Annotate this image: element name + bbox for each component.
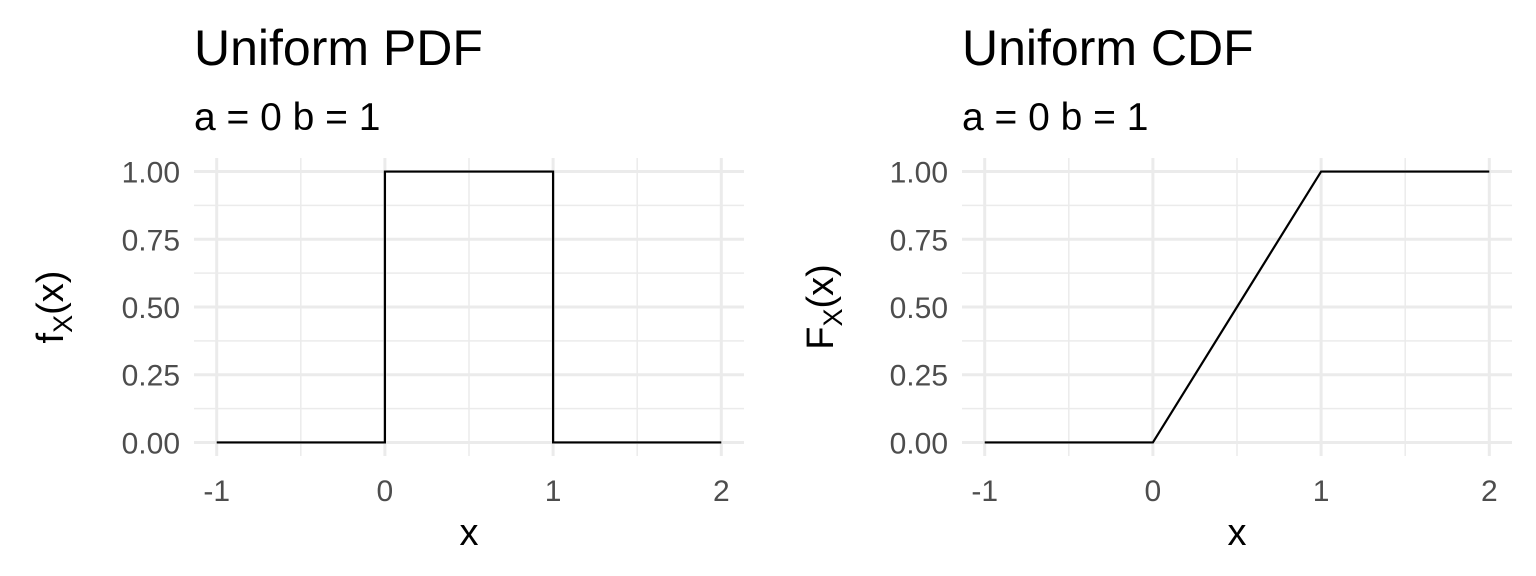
pdf-y-axis-label: fX(x) [30, 271, 78, 344]
pdf-series-line [216, 170, 722, 444]
cdf-subtitle: a = 0 b = 1 [962, 96, 1149, 139]
pdf-y-axis-label-subscript: X [48, 315, 78, 333]
pdf-y-axis-label-rest: (x) [30, 271, 72, 315]
pdf-y-tick-label: 0.00 [122, 427, 180, 460]
cdf-y-tick-labels: 0.00 0.25 0.50 0.75 1.00 [890, 157, 948, 461]
pdf-x-tick-label: 0 [377, 475, 394, 508]
pdf-x-tick-label: 2 [713, 475, 730, 508]
pdf-y-tick-label: 0.75 [122, 224, 180, 257]
pdf-title: Uniform PDF [194, 20, 483, 76]
cdf-title: Uniform CDF [962, 20, 1254, 76]
cdf-x-tick-labels: -1 0 1 2 [971, 475, 1497, 508]
pdf-x-tick-label: -1 [203, 475, 230, 508]
pdf-y-axis-label-main: f [30, 332, 72, 343]
cdf-y-tick-label: 1.00 [890, 157, 948, 190]
cdf-y-axis-label: FX(x) [800, 264, 848, 350]
cdf-x-tick-label: -1 [971, 475, 998, 508]
cdf-y-axis-label-rest: (x) [800, 264, 842, 308]
cdf-x-tick-label: 2 [1481, 475, 1498, 508]
cdf-series [984, 170, 1490, 444]
pdf-x-tick-labels: -1 0 1 2 [203, 475, 729, 508]
pdf-panel: Uniform PDF a = 0 b = 1 0.00 0.25 0.50 0.75… [30, 20, 744, 554]
cdf-y-tick-label: 0.25 [890, 360, 948, 393]
cdf-y-tick-label: 0.00 [890, 427, 948, 460]
cdf-panel: Uniform CDF a = 0 b = 1 0.00 0.25 0.50 0.75… [800, 20, 1512, 554]
cdf-y-axis-label-main: F [800, 327, 842, 350]
cdf-y-tick-label: 0.50 [890, 292, 948, 325]
cdf-y-tick-label: 0.75 [890, 224, 948, 257]
pdf-series [216, 170, 722, 444]
pdf-y-tick-labels: 0.00 0.25 0.50 0.75 1.00 [122, 157, 180, 461]
cdf-x-axis-label: x [1228, 512, 1247, 554]
cdf-series-line [984, 170, 1490, 444]
cdf-y-axis-label-subscript: X [818, 309, 848, 327]
cdf-x-tick-label: 0 [1145, 475, 1162, 508]
pdf-gridlines [194, 158, 744, 456]
pdf-y-tick-label: 0.50 [122, 292, 180, 325]
cdf-x-tick-label: 1 [1313, 475, 1330, 508]
pdf-x-axis-label: x [460, 512, 479, 554]
pdf-subtitle: a = 0 b = 1 [194, 96, 381, 139]
pdf-y-tick-label: 1.00 [122, 157, 180, 190]
pdf-x-tick-label: 1 [545, 475, 562, 508]
pdf-y-tick-label: 0.25 [122, 360, 180, 393]
